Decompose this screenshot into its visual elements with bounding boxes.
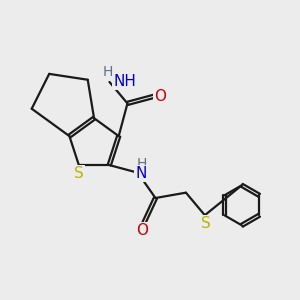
Text: NH: NH: [113, 74, 136, 88]
Text: O: O: [136, 223, 148, 238]
Text: O: O: [154, 89, 166, 104]
Text: S: S: [74, 166, 84, 181]
Text: H: H: [103, 65, 113, 79]
Text: H: H: [137, 157, 147, 171]
Text: N: N: [136, 166, 147, 181]
Text: S: S: [201, 216, 211, 231]
